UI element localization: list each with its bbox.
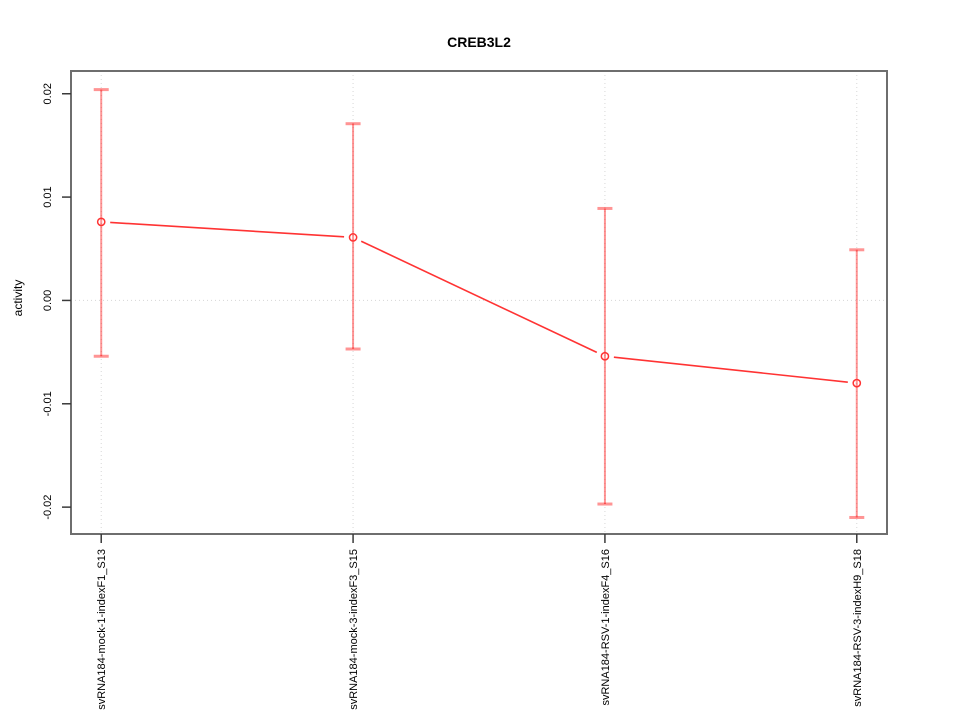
data-point (348, 233, 358, 242)
y-tick-label: -0.01 (42, 391, 54, 416)
error-bar (849, 248, 865, 519)
y-tick-label: 0.02 (42, 83, 54, 104)
y-tick-label: 0.01 (42, 186, 54, 207)
x-category-label: svRNA184-mock-1-indexF1_S13 (96, 549, 108, 710)
data-point (852, 378, 862, 388)
error-bar (345, 122, 361, 351)
data-point (600, 351, 610, 361)
plot-area: -0.02 -0.01 0.00 0.01 0.02 svRNA184-mock-1-in… (42, 70, 888, 710)
y-axis-label: activity (11, 280, 25, 317)
x-category-label: svRNA184-RSV-3-indexH9_S18 (852, 549, 864, 707)
x-category-label: svRNA184-mock-3-indexF3_S15 (348, 549, 360, 710)
error-bar (597, 206, 613, 506)
plot-box (70, 70, 888, 535)
data-point (96, 217, 106, 227)
series-segment (613, 356, 848, 383)
y-tick-label: 0.00 (42, 290, 54, 311)
series-segment (110, 221, 345, 238)
series-segment (360, 240, 598, 354)
y-tick-label: -0.02 (42, 495, 54, 520)
chart-title: CREB3L2 (447, 34, 511, 50)
error-bar (93, 88, 109, 358)
x-category-label: svRNA184-RSV-1-indexF4_S16 (600, 549, 612, 706)
